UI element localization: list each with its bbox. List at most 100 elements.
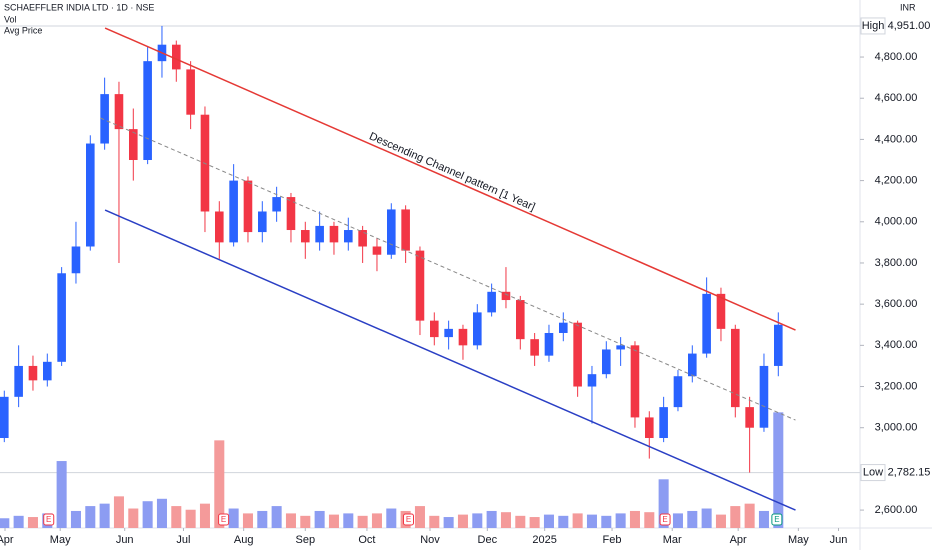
extreme-value: 2,782.15: [888, 466, 931, 478]
volume-bar: [629, 510, 640, 528]
volume-bar: [658, 479, 669, 528]
x-tick-label: May: [788, 534, 809, 546]
volume-bar: [414, 506, 425, 528]
chart-title: SCHAEFFLER INDIA LTD · 1D · NSE: [4, 2, 154, 12]
candle-body: [430, 320, 439, 338]
x-tick-label: Sep: [296, 534, 316, 546]
event-label: E: [221, 515, 226, 524]
x-tick-label: Dec: [478, 534, 498, 546]
x-tick-label: Feb: [603, 534, 622, 546]
candle-body: [172, 44, 181, 70]
candle-body: [100, 94, 109, 144]
candle-body: [143, 61, 152, 161]
candle-body: [372, 246, 382, 255]
candle-body: [530, 339, 539, 356]
legend-item: Vol: [4, 14, 17, 24]
volume-bar: [443, 517, 454, 528]
candle-body: [243, 180, 253, 233]
y-tick-label: 3,400.00: [875, 339, 918, 351]
candle-body: [86, 143, 95, 247]
volume-bar: [543, 514, 554, 528]
candle-body: [487, 291, 496, 313]
candle-body: [458, 328, 468, 346]
candle-body: [415, 250, 425, 321]
volume-bar: [13, 515, 24, 528]
volume-bar: [142, 501, 153, 528]
y-tick-label: 3,200.00: [875, 380, 918, 392]
candle-body: [129, 129, 138, 161]
volume-bar: [758, 510, 769, 528]
candle-body: [444, 328, 453, 338]
volume-bar: [644, 512, 655, 528]
x-tick-label: Mar: [663, 534, 682, 546]
volume-bar: [672, 513, 683, 528]
volume-bar: [558, 515, 569, 528]
volume-bar: [529, 517, 540, 528]
legend-item: Avg Price: [4, 25, 42, 35]
candle-body: [401, 209, 410, 251]
volume-bar: [586, 514, 597, 528]
y-tick-label: 4,800.00: [875, 51, 918, 63]
y-tick-label: 3,000.00: [875, 422, 918, 434]
x-tick-label: 2025: [532, 534, 556, 546]
volume-bar: [214, 440, 225, 528]
x-tick-label: Nov: [420, 534, 440, 546]
event-label: E: [406, 515, 411, 524]
x-tick-label: Aug: [234, 534, 254, 546]
candle-body: [688, 353, 697, 377]
volume-bar: [0, 518, 10, 528]
candle-body: [215, 211, 224, 243]
candle-body: [702, 293, 711, 354]
volume-bar: [257, 510, 268, 528]
candle-body: [544, 332, 554, 356]
volume-bar: [744, 503, 755, 528]
candle-body: [329, 225, 339, 243]
volume-bar: [27, 517, 38, 528]
candle-body: [387, 209, 396, 255]
x-tick-label: Apr: [0, 534, 14, 546]
candle-body: [559, 322, 568, 333]
extreme-label-box: [860, 464, 886, 482]
volume-bar: [386, 508, 397, 528]
candle-body: [43, 361, 52, 381]
event-label: E: [46, 515, 51, 524]
candle-body: [759, 365, 769, 428]
volume-bar: [500, 512, 511, 528]
extreme-label: Low: [863, 466, 883, 478]
volume-bar: [472, 513, 483, 528]
volume-bar: [371, 513, 382, 528]
extreme-value-box: [886, 464, 932, 481]
x-tick-label: Jul: [176, 534, 190, 546]
candle-body: [473, 312, 482, 346]
x-tick-label: Jun: [116, 534, 134, 546]
volume-bar: [457, 514, 468, 528]
volume-bar: [486, 510, 497, 528]
volume-bar: [572, 513, 583, 528]
candle-body: [745, 407, 754, 428]
extreme-value-box: [886, 17, 932, 34]
volume-bar: [687, 510, 698, 528]
candle-body: [501, 291, 511, 301]
candle-body: [301, 230, 310, 243]
volume-bar: [343, 513, 354, 528]
event-marker: [771, 513, 783, 526]
volume-bar: [730, 506, 741, 528]
candle-body: [315, 225, 324, 243]
event-marker: [659, 513, 671, 526]
candle-body: [71, 246, 81, 274]
candle-body: [645, 417, 654, 439]
x-tick-label: Apr: [730, 534, 747, 546]
volume-bar: [113, 496, 124, 528]
y-tick-label: 2,600.00: [875, 504, 918, 516]
volume-bar: [70, 510, 81, 528]
candle-body: [774, 324, 783, 366]
volume-bar: [773, 412, 784, 528]
volume-bar: [701, 508, 712, 528]
candle-body: [186, 69, 195, 115]
y-tick-label: 3,800.00: [875, 257, 918, 269]
y-tick-label: 4,200.00: [875, 175, 918, 187]
volume-bar: [199, 503, 210, 528]
